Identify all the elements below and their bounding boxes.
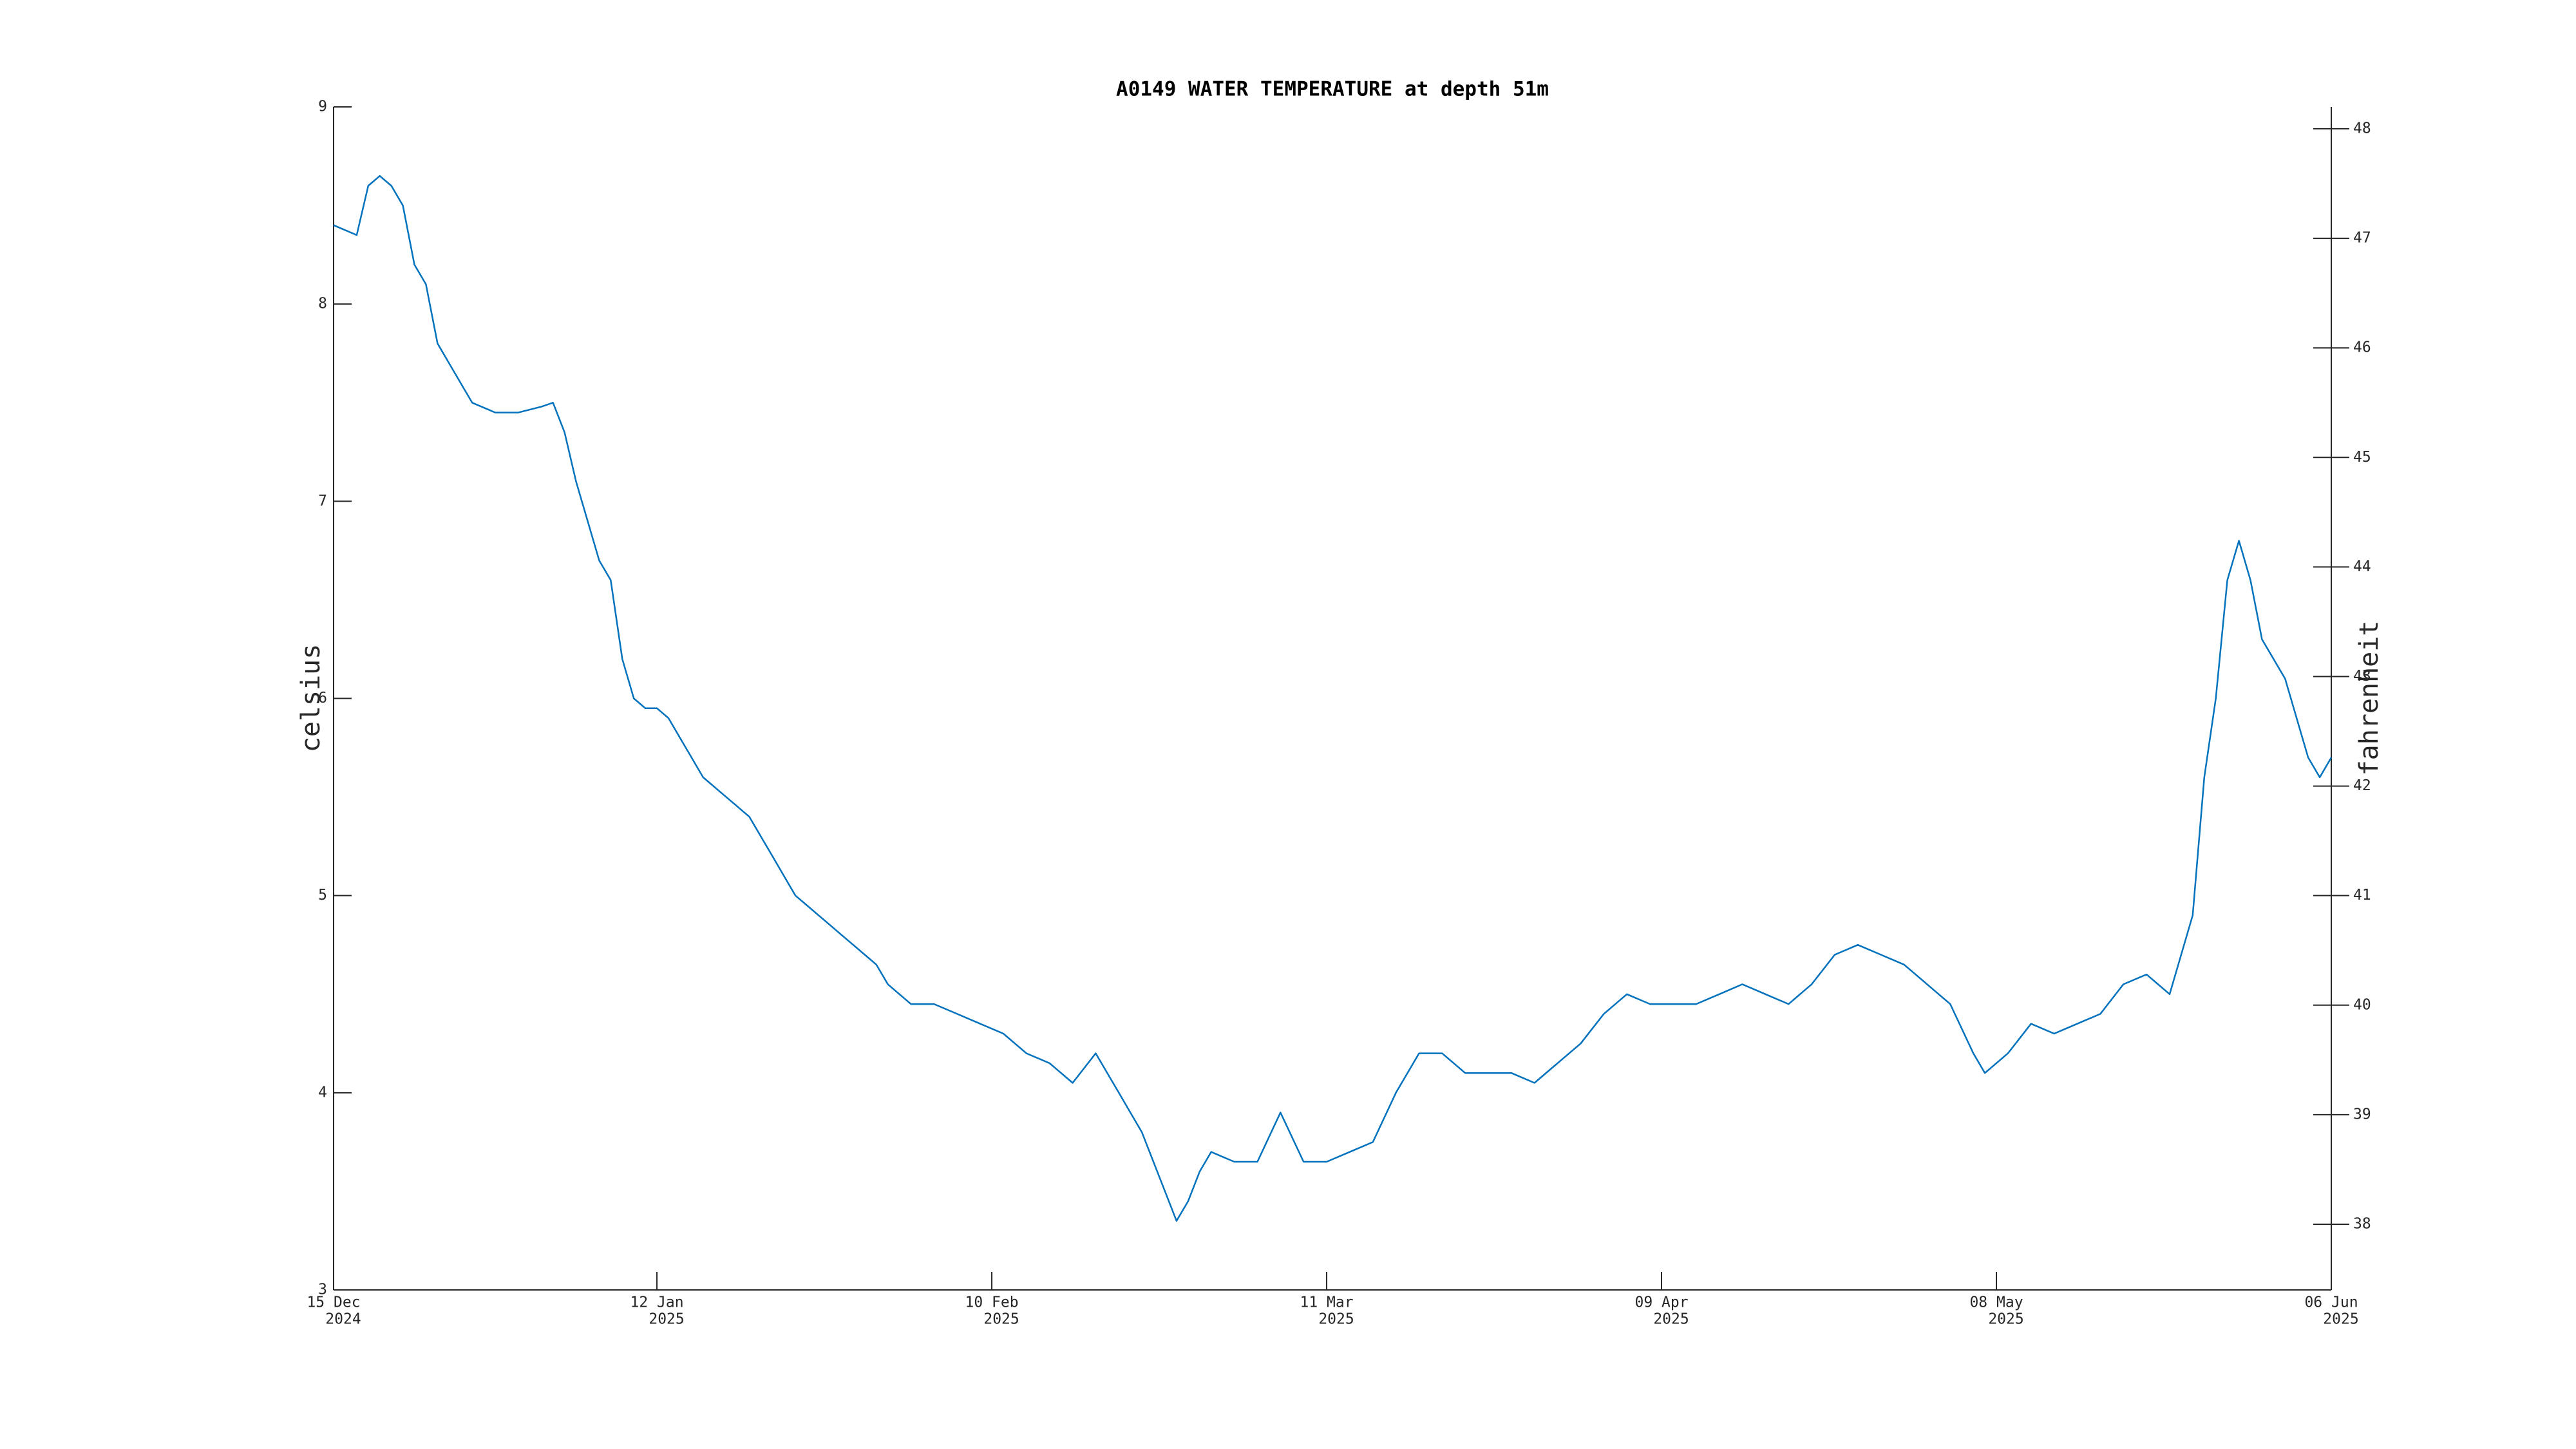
y2-tick-label: 48: [2353, 120, 2371, 137]
x-tick-label-year: 2025: [649, 1311, 684, 1328]
x-tick-label: 08 May: [1969, 1294, 2023, 1311]
x-tick-label-year: 2025: [2323, 1311, 2358, 1328]
y-tick-label: 6: [318, 690, 327, 706]
y2-tick-label: 40: [2353, 996, 2371, 1013]
y2-tick-label: 41: [2353, 887, 2371, 904]
x-tick-label: 09 Apr: [1634, 1294, 1688, 1311]
x-tick-label-year: 2025: [1318, 1311, 1354, 1328]
x-tick-label: 12 Jan: [630, 1294, 684, 1311]
y2-tick-label: 47: [2353, 230, 2371, 247]
y2-tick-label: 38: [2353, 1215, 2371, 1232]
y2-axis-label: fahrenheit: [2354, 621, 2384, 776]
y-tick-label: 9: [318, 99, 327, 115]
y2-tick-label: 45: [2353, 449, 2371, 466]
y-tick-label: 3: [318, 1282, 327, 1298]
y2-tick-label: 39: [2353, 1106, 2371, 1122]
y2-tick-label: 46: [2353, 339, 2371, 356]
y2-tick-label: 42: [2353, 777, 2371, 794]
y-tick-label: 7: [318, 493, 327, 509]
y-axis-label: celsius: [296, 644, 326, 753]
temperature-line: [333, 175, 2333, 1222]
chart-title: A0149 WATER TEMPERATURE at depth 51m: [1116, 78, 1549, 101]
x-tick-label: 11 Mar: [1300, 1294, 1353, 1311]
x-tick-label-year: 2025: [1988, 1311, 2023, 1328]
y-tick-label: 5: [318, 887, 327, 904]
x-tick-label: 06 Jun: [2304, 1294, 2358, 1311]
y2-tick-label: 44: [2353, 558, 2371, 575]
y-tick-label: 4: [318, 1084, 327, 1101]
x-tick-label-year: 2025: [983, 1311, 1019, 1328]
y-tick-label: 8: [318, 296, 327, 312]
x-tick-label-year: 2025: [1653, 1311, 1689, 1328]
x-tick-label: 15 Dec: [307, 1294, 360, 1311]
y2-tick-label: 43: [2353, 668, 2371, 685]
x-tick-label-year: 2024: [325, 1311, 361, 1328]
x-tick-label: 10 Feb: [965, 1294, 1018, 1311]
